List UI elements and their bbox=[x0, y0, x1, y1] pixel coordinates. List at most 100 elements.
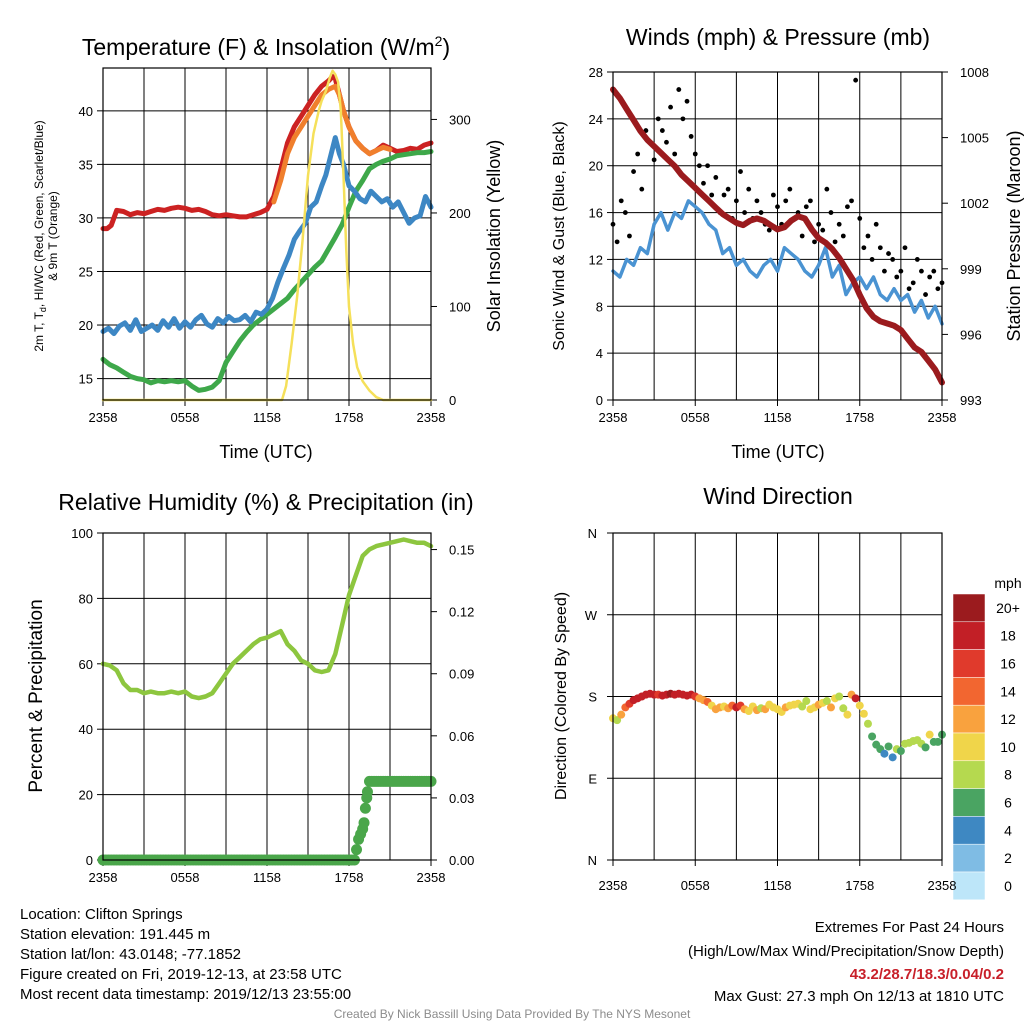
wind-gust-point bbox=[845, 204, 850, 210]
humidity-ytick-label: 0 bbox=[86, 853, 93, 868]
temperature-y2tick-label: 300 bbox=[449, 112, 471, 127]
precip-point bbox=[358, 817, 370, 829]
winds-ylabel-left: Sonic Wind & Gust (Blue, Black) bbox=[551, 121, 568, 350]
temperature-ytick-label: 20 bbox=[79, 318, 93, 333]
direction-point bbox=[835, 692, 844, 701]
direction-panel: Wind Direction Direction (Colored By Spe… bbox=[553, 483, 1022, 901]
wind-gust-point bbox=[832, 239, 838, 245]
wind-gust-point bbox=[733, 198, 739, 204]
temperature-plot: 15 20 25 30 35 40 0 100 200 300 2358 0558 1158 1758 23… bbox=[79, 67, 471, 425]
wind-gust-point bbox=[680, 116, 686, 122]
footer-recent: Most recent data timestamp: 2019/12/13 2… bbox=[20, 986, 352, 1003]
wind-gust-point bbox=[688, 134, 694, 139]
wind-gust-point bbox=[668, 104, 673, 110]
direction-point bbox=[798, 702, 807, 711]
temperature-y2tick-label: 100 bbox=[449, 299, 471, 314]
humidity-title: Relative Humidity (%) & Precipitation (i… bbox=[58, 489, 473, 515]
wind-gust-point bbox=[927, 274, 933, 280]
temperature-title: Temperature (F) & Insolation (W/m2) bbox=[82, 33, 450, 60]
legend-swatch bbox=[952, 871, 986, 901]
wind-gust-point bbox=[869, 257, 875, 262]
wind-gust-point bbox=[635, 151, 641, 157]
direction-ylabel-left: Direction (Colored By Speed) bbox=[553, 592, 570, 800]
wind-gust-point bbox=[906, 286, 912, 292]
direction-point bbox=[843, 710, 852, 719]
legend-swatch bbox=[952, 677, 986, 706]
legend-label: 12 bbox=[1000, 711, 1016, 727]
humidity-xtick-label: 0558 bbox=[171, 870, 200, 885]
legend-swatch bbox=[952, 593, 986, 623]
winds-ytick-label: 20 bbox=[589, 159, 603, 174]
wind-gust-point bbox=[709, 192, 715, 198]
humidity-y2tick-label: 0.12 bbox=[449, 605, 474, 620]
wind-gust-point bbox=[783, 198, 789, 204]
temperature-y2tick-label: 0 bbox=[449, 393, 456, 408]
winds-y2tick-label: 999 bbox=[960, 262, 982, 277]
direction-point bbox=[868, 732, 877, 741]
wind-gust-point bbox=[622, 210, 628, 215]
extremes-title: Extremes For Past 24 Hours bbox=[814, 919, 1004, 936]
wind-gust-point bbox=[627, 233, 632, 239]
wind-gust-point bbox=[701, 180, 706, 186]
direction-point bbox=[880, 749, 889, 758]
temperature-ytick-label: 40 bbox=[79, 104, 93, 119]
humidity-ytick-label: 100 bbox=[71, 526, 93, 541]
wind-gust-point bbox=[877, 245, 883, 251]
wind-gust-point bbox=[696, 163, 702, 169]
winds-ytick-label: 28 bbox=[589, 65, 603, 80]
winds-y2tick-label: 1002 bbox=[960, 196, 989, 211]
temperature-y2tick-label: 200 bbox=[449, 206, 471, 221]
temperature-ylabel-left-line1: 2m T, Td, HI/WC (Red, Green, Scarlet/Blu… bbox=[32, 120, 48, 351]
temperature-xtick-label: 2358 bbox=[417, 410, 446, 425]
extremes-legend: (High/Low/Max Wind/Precipitation/Snow De… bbox=[688, 943, 1004, 960]
wind-gust-point bbox=[803, 204, 809, 210]
humidity-y2tick-label: 0.09 bbox=[449, 667, 474, 682]
humidity-y2tick-label: 0.06 bbox=[449, 729, 474, 744]
winds-ytick-label: 8 bbox=[596, 299, 603, 314]
winds-series-sonic-wind bbox=[611, 199, 944, 326]
temperature-ytick-label: 15 bbox=[79, 372, 93, 387]
humidity-ytick-label: 20 bbox=[79, 788, 93, 803]
wind-gust-point bbox=[614, 239, 620, 245]
direction-xtick-label: 1158 bbox=[764, 878, 792, 893]
direction-title: Wind Direction bbox=[703, 483, 853, 509]
legend-swatch bbox=[952, 732, 986, 762]
winds-ytick-label: 0 bbox=[596, 393, 603, 408]
wind-gust-point bbox=[799, 233, 805, 239]
wind-gust-point bbox=[721, 192, 727, 198]
legend-swatch bbox=[952, 704, 986, 734]
temperature-xtick-label: 2358 bbox=[89, 410, 118, 425]
direction-ytick-label: E bbox=[588, 771, 597, 786]
temperature-xtick-label: 1758 bbox=[335, 410, 364, 425]
wind-gust-point bbox=[890, 257, 896, 262]
winds-xtick-label: 1158 bbox=[764, 410, 792, 425]
wind-gust-point bbox=[713, 175, 719, 180]
winds-ytick-label: 16 bbox=[589, 206, 603, 221]
humidity-ytick-label: 40 bbox=[79, 722, 93, 737]
winds-ytick-label: 4 bbox=[596, 346, 603, 361]
humidity-ytick-label: 60 bbox=[79, 657, 93, 672]
direction-point bbox=[826, 703, 835, 712]
temperature-panel: Temperature (F) & Insolation (W/m2) Time… bbox=[32, 33, 504, 462]
temperature-plot-border bbox=[102, 67, 432, 401]
wind-gust-point bbox=[919, 268, 924, 274]
winds-title: Winds (mph) & Pressure (mb) bbox=[626, 24, 930, 50]
winds-y2tick-label: 993 bbox=[960, 393, 982, 408]
wind-gust-point bbox=[672, 151, 678, 157]
wind-gust-point bbox=[692, 151, 698, 157]
wind-gust-point bbox=[820, 227, 826, 233]
temperature-xlabel: Time (UTC) bbox=[219, 442, 312, 462]
wind-gust-point bbox=[910, 280, 916, 286]
wind-gust-point bbox=[664, 139, 669, 145]
wind-gust-point bbox=[676, 87, 682, 92]
direction-point bbox=[933, 737, 942, 746]
wind-gust-point bbox=[746, 186, 752, 192]
humidity-ylabel-left: Percent & Precipitation bbox=[26, 599, 47, 792]
footer-location: Location: Clifton Springs bbox=[20, 906, 183, 923]
wind-gust-point bbox=[886, 251, 891, 256]
temperature-ylabel-left-line2: & 9m T (Orange) bbox=[46, 191, 60, 281]
temperature-ylabel-right: Solar Insolation (Yellow) bbox=[484, 140, 504, 332]
footer-elevation: Station elevation: 191.445 m bbox=[20, 926, 211, 943]
humidity-y2tick-label: 0.15 bbox=[449, 543, 474, 558]
